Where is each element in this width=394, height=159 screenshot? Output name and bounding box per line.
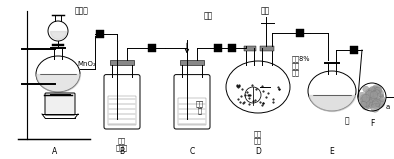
Text: 搅拌: 搅拌 <box>260 7 269 15</box>
Circle shape <box>373 90 376 94</box>
Circle shape <box>364 92 374 102</box>
Circle shape <box>366 91 373 98</box>
Bar <box>110 60 134 65</box>
Bar <box>228 44 236 52</box>
Circle shape <box>368 99 375 106</box>
Text: MnO₂: MnO₂ <box>77 61 96 67</box>
Bar <box>214 44 222 52</box>
Text: 饱和: 饱和 <box>118 138 126 144</box>
Circle shape <box>357 92 367 102</box>
Text: C: C <box>190 146 195 156</box>
Circle shape <box>372 85 381 94</box>
Bar <box>350 46 358 54</box>
Text: 的碳: 的碳 <box>292 63 300 69</box>
Text: D: D <box>255 146 261 156</box>
Circle shape <box>361 101 367 107</box>
Bar <box>96 30 104 38</box>
Circle shape <box>369 96 377 105</box>
Circle shape <box>373 90 381 98</box>
Text: B: B <box>119 146 125 156</box>
Text: 浓硫: 浓硫 <box>196 101 204 107</box>
Circle shape <box>361 101 367 107</box>
FancyBboxPatch shape <box>45 93 75 115</box>
Circle shape <box>365 103 370 107</box>
Circle shape <box>369 98 378 106</box>
Circle shape <box>375 92 379 96</box>
Circle shape <box>361 94 367 101</box>
Circle shape <box>364 99 374 109</box>
Text: 球泡: 球泡 <box>254 138 262 144</box>
Circle shape <box>361 97 365 101</box>
Text: 多孔: 多孔 <box>254 131 262 137</box>
Text: 浓盐酸: 浓盐酸 <box>75 7 89 15</box>
Circle shape <box>372 101 380 109</box>
Circle shape <box>362 103 369 110</box>
Circle shape <box>373 99 381 107</box>
Circle shape <box>368 89 377 98</box>
Circle shape <box>375 98 385 108</box>
Circle shape <box>376 103 379 107</box>
Text: a: a <box>386 104 390 110</box>
Circle shape <box>365 89 375 99</box>
Circle shape <box>375 87 382 94</box>
Text: 酸: 酸 <box>198 108 202 114</box>
Circle shape <box>377 90 384 97</box>
Bar <box>244 46 256 51</box>
Circle shape <box>376 100 384 107</box>
Circle shape <box>380 97 385 102</box>
Circle shape <box>371 104 379 112</box>
Circle shape <box>364 103 370 108</box>
Circle shape <box>375 90 379 94</box>
Text: F: F <box>370 120 374 128</box>
Text: 含水8%: 含水8% <box>292 56 310 62</box>
Bar <box>296 29 304 37</box>
Bar <box>148 44 156 52</box>
Text: 空气: 空气 <box>203 11 213 21</box>
Circle shape <box>368 87 377 96</box>
Circle shape <box>369 99 372 103</box>
Bar <box>260 46 274 51</box>
Text: A: A <box>52 146 58 156</box>
Bar <box>180 60 204 65</box>
Circle shape <box>369 86 375 93</box>
Circle shape <box>362 94 370 102</box>
Circle shape <box>370 91 378 99</box>
Circle shape <box>375 87 379 90</box>
Circle shape <box>374 87 381 95</box>
Bar <box>108 96 136 125</box>
Bar <box>178 98 206 125</box>
Text: E: E <box>330 146 335 156</box>
Circle shape <box>375 99 378 102</box>
Text: 酸钠: 酸钠 <box>292 70 300 76</box>
Text: 食盐水: 食盐水 <box>116 145 128 151</box>
Circle shape <box>379 94 384 98</box>
Circle shape <box>371 86 380 95</box>
Circle shape <box>372 93 381 102</box>
Circle shape <box>368 98 377 108</box>
Text: 水: 水 <box>345 117 349 125</box>
Circle shape <box>360 97 370 107</box>
Circle shape <box>381 94 384 98</box>
Circle shape <box>361 97 364 101</box>
Circle shape <box>363 86 369 92</box>
